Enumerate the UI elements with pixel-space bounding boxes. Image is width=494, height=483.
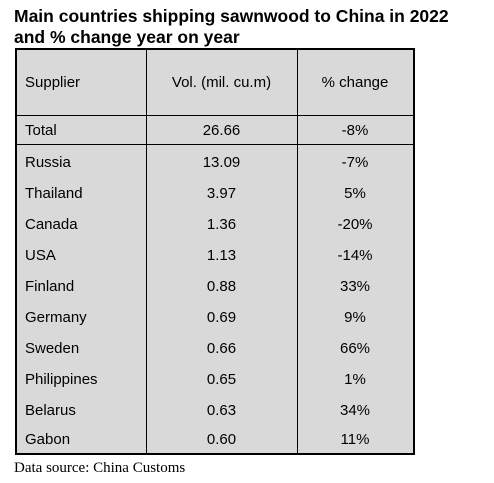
table-row: Belarus 0.63 34%	[17, 395, 413, 426]
row-change: 5%	[344, 185, 366, 202]
total-volume: 26.66	[202, 121, 241, 139]
table-row: Germany 0.69 9%	[17, 302, 413, 333]
column-divider	[146, 50, 147, 453]
row-volume: 3.97	[206, 185, 237, 202]
row-change: 66%	[339, 340, 371, 357]
row-volume: 1.36	[206, 216, 237, 233]
table-row: Philippines 0.65 1%	[17, 364, 413, 395]
title-line-1: Main countries shipping sawnwood to Chin…	[14, 6, 449, 26]
row-supplier: Sweden	[25, 340, 80, 357]
table-row: USA 1.13 -14%	[17, 240, 413, 271]
table-row: Sweden 0.66 66%	[17, 333, 413, 364]
row-supplier: Belarus	[25, 402, 76, 419]
row-volume: 1.13	[206, 247, 237, 264]
row-supplier: Thailand	[25, 185, 83, 202]
table-row: Thailand 3.97 5%	[17, 178, 413, 209]
total-supplier: Total	[25, 121, 57, 139]
row-volume: 0.63	[206, 402, 237, 419]
header-change: % change	[321, 74, 389, 91]
data-source-note: Data source: China Customs	[14, 460, 186, 476]
title-line-2: and % change year on year	[14, 27, 240, 47]
column-divider	[297, 50, 298, 453]
table-header-row: Supplier Vol. (mil. cu.m) % change	[17, 50, 413, 115]
row-volume: 0.69	[206, 309, 237, 326]
row-supplier: Russia	[25, 154, 71, 171]
row-volume: 0.60	[206, 431, 237, 448]
total-row: Total 26.66 -8%	[17, 116, 413, 144]
row-supplier: Gabon	[25, 431, 71, 448]
row-change: 34%	[339, 402, 371, 419]
table-row: Canada 1.36 -20%	[17, 209, 413, 240]
row-volume: 13.09	[202, 154, 241, 171]
header-supplier: Supplier	[25, 74, 81, 91]
header-divider	[17, 115, 413, 116]
row-supplier: Finland	[25, 278, 75, 295]
row-change: -14%	[337, 247, 373, 264]
row-supplier: Canada	[25, 216, 78, 233]
header-volume: Vol. (mil. cu.m)	[171, 74, 272, 91]
sawnwood-supplier-table: Supplier Vol. (mil. cu.m) % change Total…	[15, 48, 415, 455]
row-volume: 0.88	[206, 278, 237, 295]
row-supplier: Philippines	[25, 371, 98, 388]
row-change: -20%	[337, 216, 373, 233]
table-title: Main countries shipping sawnwood to Chin…	[14, 6, 494, 48]
table-row: Gabon 0.60 11%	[17, 426, 413, 453]
row-change: 9%	[344, 309, 366, 326]
total-change: -8%	[341, 121, 369, 139]
table-row: Finland 0.88 33%	[17, 271, 413, 302]
row-supplier: Germany	[25, 309, 87, 326]
row-change: 33%	[339, 278, 371, 295]
table-row: Russia 13.09 -7%	[17, 147, 413, 178]
row-change: 1%	[344, 371, 366, 388]
row-change: 11%	[340, 431, 370, 448]
row-volume: 0.65	[206, 371, 237, 388]
row-volume: 0.66	[206, 340, 237, 357]
total-divider	[17, 144, 413, 145]
row-supplier: USA	[25, 247, 56, 264]
row-change: -7%	[341, 154, 369, 171]
